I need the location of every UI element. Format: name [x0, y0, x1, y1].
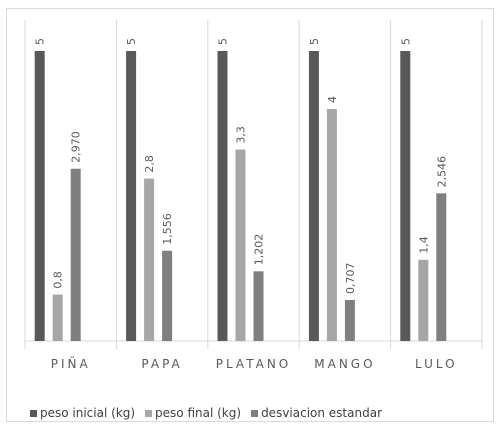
bar-desviacion-estandar-papa: [162, 250, 173, 341]
bar-peso-inicial-kg-mango: [308, 51, 319, 341]
chart-frame: [6, 8, 494, 422]
bar-peso-inicial-kg-platano: [217, 51, 228, 341]
legend-item-peso-final: peso final (kg): [145, 406, 241, 420]
legend-item-desviacion-estandar: desviacion estandar: [251, 406, 382, 420]
bar-desviacion-estandar-platano: [253, 271, 264, 341]
data-label-peso-inicial-kg-pina: 5: [34, 38, 47, 45]
data-label-peso-final-kg-papa: 2,8: [143, 155, 156, 173]
legend-label-peso-inicial: peso inicial (kg): [40, 406, 136, 420]
legend-item-peso-inicial: peso inicial (kg): [30, 406, 135, 420]
category-label-platano: PLATANO: [216, 357, 292, 371]
category-label-papa: PAPA: [141, 357, 182, 371]
data-label-peso-final-kg-mango: 4: [326, 96, 339, 103]
bar-desviacion-estandar-pina: [70, 168, 81, 341]
bar-peso-inicial-kg-papa: [126, 51, 137, 341]
data-label-peso-final-kg-platano: 3,3: [235, 126, 248, 144]
legend: peso inicial (kg) peso final (kg) desvia…: [30, 404, 382, 422]
category-label-lulo: LULO: [415, 357, 458, 371]
legend-swatch-peso-inicial: [30, 409, 37, 417]
bar-peso-inicial-kg-lulo: [400, 51, 411, 341]
data-label-peso-inicial-kg-mango: 5: [308, 38, 321, 45]
data-label-desviacion-estandar-mango: 0,707: [344, 262, 357, 294]
bar-peso-final-kg-lulo: [418, 259, 429, 341]
category-label-mango: MANGO: [314, 357, 375, 371]
bar-peso-final-kg-platano: [235, 149, 246, 341]
bar-desviacion-estandar-mango: [344, 299, 355, 341]
data-label-peso-final-kg-lulo: 1,4: [417, 236, 430, 254]
data-label-peso-inicial-kg-lulo: 5: [399, 38, 412, 45]
data-label-desviacion-estandar-papa: 1,556: [161, 213, 174, 245]
bar-peso-final-kg-papa: [144, 178, 155, 341]
data-label-peso-inicial-kg-platano: 5: [217, 38, 230, 45]
bar-desviacion-estandar-lulo: [436, 193, 447, 341]
data-label-peso-final-kg-pina: 0,8: [52, 271, 65, 289]
bar-peso-inicial-kg-pina: [34, 51, 45, 341]
data-label-desviacion-estandar-pina: 2,970: [70, 131, 83, 163]
category-label-pina: PIÑA: [51, 356, 91, 371]
data-label-desviacion-estandar-lulo: 2,546: [435, 156, 448, 188]
legend-label-peso-final: peso final (kg): [155, 406, 242, 420]
legend-label-desviacion-estandar: desviacion estandar: [261, 406, 382, 420]
bar-peso-final-kg-mango: [326, 109, 337, 341]
legend-swatch-desviacion-estandar: [251, 409, 259, 417]
data-label-peso-inicial-kg-papa: 5: [125, 38, 138, 45]
data-label-desviacion-estandar-platano: 1,202: [253, 234, 266, 266]
bar-peso-final-kg-pina: [52, 294, 63, 341]
legend-swatch-peso-final: [145, 409, 153, 417]
